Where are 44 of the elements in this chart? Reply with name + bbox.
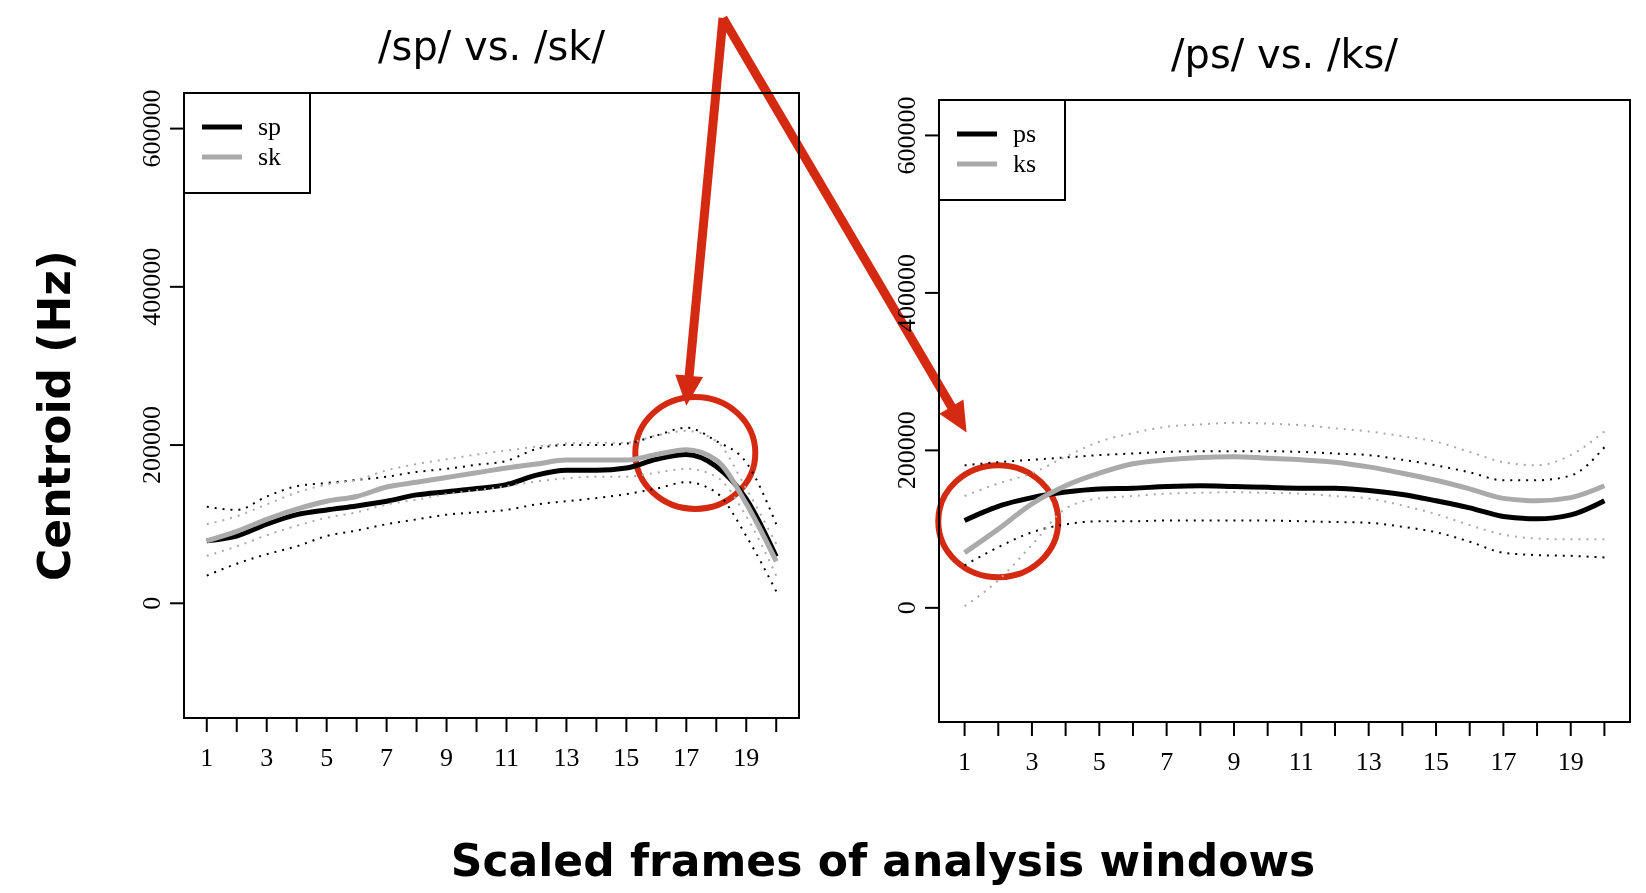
x-tick-label: 15 [613, 743, 640, 772]
x-tick-label: 1 [200, 743, 214, 772]
legend-label: ks [1013, 149, 1037, 178]
x-tick-label: 9 [1227, 747, 1241, 776]
chart-title: /ps/ vs. /ks/ [1171, 31, 1399, 77]
y-tick-label: 600000 [137, 89, 166, 168]
y-tick-label: 0 [137, 596, 166, 610]
y-tick-label: 0 [892, 601, 921, 615]
y-tick-label: 600000 [892, 96, 921, 175]
legend-label: ps [1013, 119, 1037, 148]
x-tick-label: 1 [958, 747, 972, 776]
x-tick-label: 3 [260, 743, 274, 772]
x-tick-label: 5 [320, 743, 334, 772]
x-tick-label: 17 [673, 743, 700, 772]
y-tick-label: 400000 [137, 247, 166, 326]
x-tick-label: 15 [1423, 747, 1450, 776]
x-tick-label: 7 [1160, 747, 1174, 776]
line-series [205, 429, 778, 545]
x-tick-label: 11 [1288, 747, 1314, 776]
line-series [205, 481, 778, 593]
y-tick-label: 400000 [892, 253, 921, 332]
line-series [205, 467, 778, 577]
legend-label: sk [258, 142, 282, 171]
x-tick-label: 3 [1025, 747, 1039, 776]
x-tick-label: 19 [733, 743, 760, 772]
x-tick-label: 19 [1557, 747, 1584, 776]
x-tick-label: 9 [440, 743, 454, 772]
x-axis-title: Scaled frames of analysis windows [450, 835, 1316, 886]
y-tick-label: 200000 [137, 406, 166, 485]
chart-title: /sp/ vs. /sk/ [378, 23, 606, 69]
line-series [963, 491, 1606, 608]
x-tick-label: 7 [380, 743, 394, 772]
x-tick-label: 13 [553, 743, 580, 772]
x-tick-label: 5 [1092, 747, 1106, 776]
line-series [205, 426, 778, 526]
line-series [963, 519, 1606, 567]
legend-label: sp [258, 112, 282, 141]
x-tick-label: 11 [493, 743, 520, 772]
y-axis-title: Centroid (Hz) [29, 250, 80, 581]
y-tick-label: 200000 [892, 411, 921, 490]
x-tick-label: 17 [1490, 747, 1517, 776]
x-tick-label: 13 [1355, 747, 1382, 776]
line-series [963, 421, 1606, 498]
line-series [963, 446, 1606, 482]
